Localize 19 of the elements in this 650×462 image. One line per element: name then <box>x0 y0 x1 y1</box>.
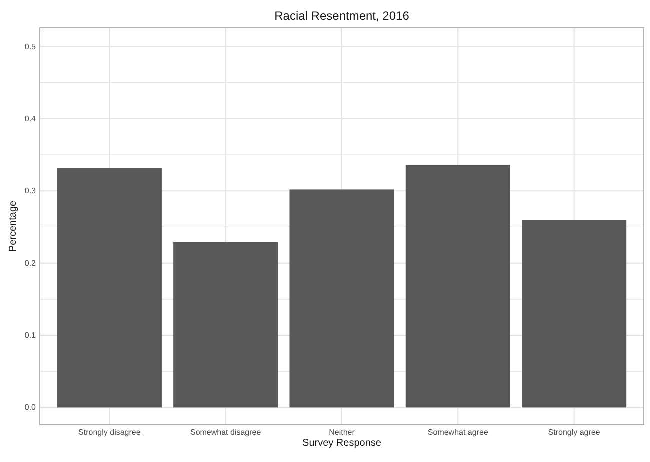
y-tick-label: 0.3 <box>24 186 37 196</box>
x-axis-title: Survey Response <box>302 438 382 449</box>
x-tick-label: Strongly disagree <box>78 428 142 437</box>
x-tick-label: Strongly agree <box>548 428 601 437</box>
y-tick-label: 0.1 <box>24 331 37 340</box>
y-tick-label: 0.0 <box>24 403 37 412</box>
chart-title: Racial Resentment, 2016 <box>274 9 410 23</box>
bar <box>290 190 394 408</box>
bar <box>406 165 510 408</box>
x-tick-label: Somewhat disagree <box>190 428 262 437</box>
y-tick-label: 0.2 <box>24 258 37 268</box>
y-tick-label: 0.5 <box>24 42 37 52</box>
bar <box>174 242 278 408</box>
y-axis-title: Percentage <box>8 200 19 252</box>
bar <box>57 168 162 408</box>
bar <box>522 220 627 408</box>
x-tick-label: Neither <box>329 428 356 437</box>
x-tick-label: Somewhat agree <box>428 428 489 437</box>
y-tick-label: 0.4 <box>24 114 37 124</box>
